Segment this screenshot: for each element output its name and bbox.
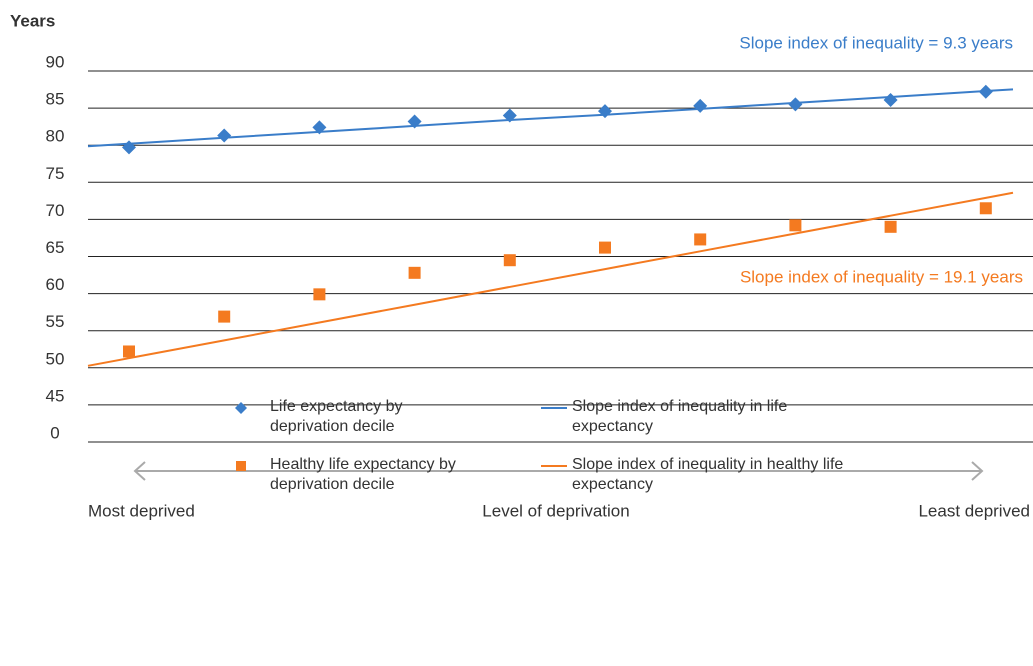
point	[789, 219, 802, 232]
point	[503, 254, 516, 267]
y-tick-label: 70	[46, 201, 65, 220]
point	[883, 92, 898, 107]
point	[218, 310, 231, 323]
point	[788, 97, 803, 112]
trend-line	[87, 191, 1014, 367]
y-tick-label: 45	[46, 386, 65, 405]
legend-marker	[236, 461, 246, 471]
y-tick-label: 50	[46, 349, 65, 368]
point	[313, 288, 326, 301]
y-tick-label: 90	[46, 52, 65, 71]
point	[123, 345, 135, 358]
legend-marker	[235, 402, 247, 414]
point	[217, 128, 232, 143]
point	[408, 266, 421, 279]
annotation: Slope index of inequality = 9.3 years	[739, 33, 1013, 52]
point	[599, 241, 611, 254]
x-label-left: Most deprived	[88, 501, 195, 520]
legend-label: Slope index of inequality in life expect…	[572, 398, 788, 435]
legend-label: Life expectancy by deprivation decile	[270, 398, 403, 435]
y-tick-label: 55	[46, 312, 65, 331]
y-tick-label: 80	[46, 127, 65, 146]
x-label-right: Least deprived	[918, 501, 1030, 520]
y-tick-label: 60	[46, 275, 65, 294]
point	[694, 233, 707, 246]
y-tick-label: 85	[46, 90, 65, 109]
x-label-center: Level of deprivation	[482, 501, 629, 520]
point	[693, 98, 708, 113]
y-tick-label: 0	[50, 423, 59, 442]
trend-line	[87, 88, 1014, 148]
y-axis-label: Years	[10, 11, 55, 30]
point	[884, 220, 897, 233]
y-tick-label: 75	[46, 164, 65, 183]
legend-label: Slope index of inequality in healthy lif…	[572, 456, 844, 493]
y-tick-label: 65	[46, 238, 65, 257]
deprivation-arrow	[133, 461, 984, 481]
annotation: Slope index of inequality = 19.1 years	[740, 267, 1023, 286]
legend-label: Healthy life expectancy by deprivation d…	[270, 456, 456, 493]
point	[979, 202, 992, 215]
